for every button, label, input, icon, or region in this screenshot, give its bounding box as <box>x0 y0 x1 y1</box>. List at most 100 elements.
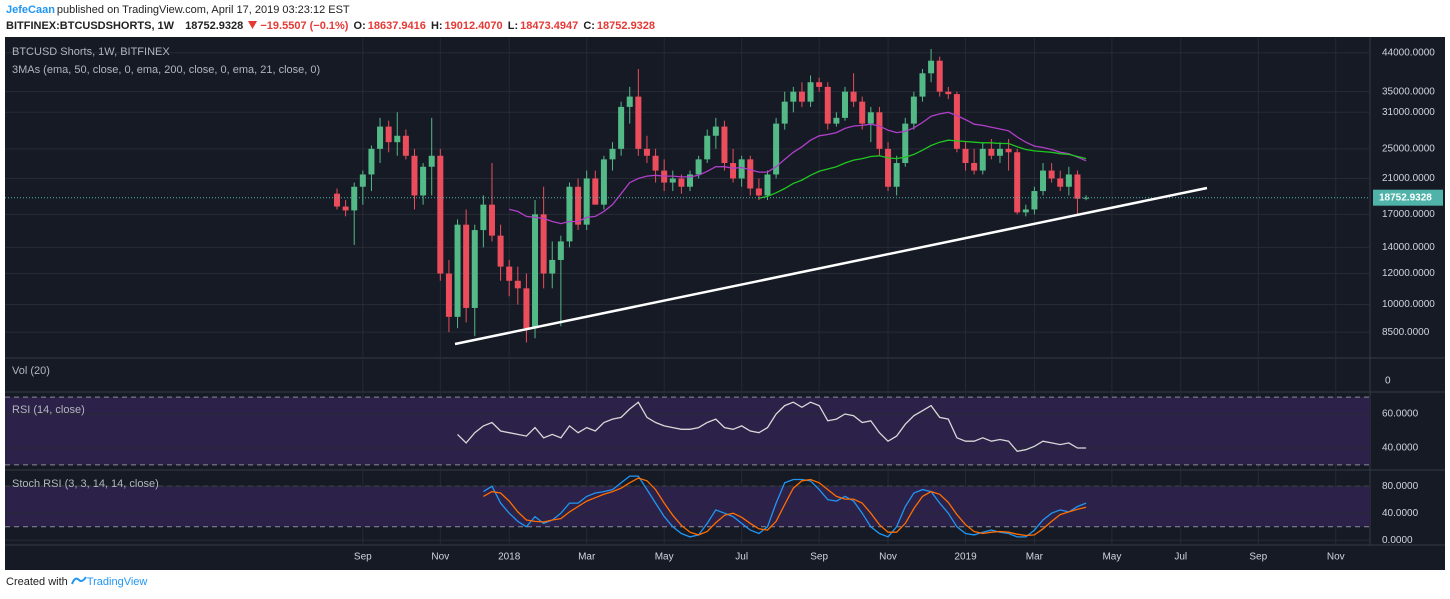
candle-body <box>643 148 650 156</box>
candle-body <box>377 126 384 149</box>
candle-body <box>618 106 625 149</box>
published: published on TradingView.com, April 17, … <box>56 4 350 16</box>
band-fill <box>5 397 1370 465</box>
low-value: 18473.4947 <box>520 20 579 32</box>
candle-body <box>919 73 926 97</box>
y-tick-label: 0 <box>1385 376 1391 387</box>
candle-body <box>532 214 539 329</box>
indicator-line <box>758 139 1087 199</box>
candle-body <box>342 206 349 211</box>
candle-body <box>945 91 952 95</box>
candle-body <box>488 204 495 236</box>
vol-title: Vol (20) <box>12 365 50 377</box>
candle-body <box>781 101 788 124</box>
candle-body <box>497 235 504 267</box>
candle-body <box>721 126 728 164</box>
candle-body <box>928 60 935 74</box>
y-tick-label: 25000.0000 <box>1382 143 1435 154</box>
candle-body <box>351 186 358 211</box>
y-tick-label: 80.0000 <box>1382 481 1419 492</box>
stoch-title: Stoch RSI (3, 3, 14, 14, close) <box>12 478 159 490</box>
header: JefeCaan published on TradingView.com, Ap… <box>6 2 657 34</box>
indicator-line <box>509 111 1087 225</box>
y-tick-label: 10000.0000 <box>1382 299 1435 310</box>
candle-body <box>695 159 702 175</box>
candle-body <box>953 94 960 149</box>
created-with: Created with <box>6 576 68 588</box>
candle-body <box>592 178 599 205</box>
x-tick-label: 2018 <box>498 552 521 563</box>
candle-body <box>402 135 409 156</box>
candle-body <box>1048 170 1055 179</box>
candle-body <box>910 96 917 124</box>
candle-body <box>850 91 857 102</box>
y-tick-label: 17000.0000 <box>1382 209 1435 220</box>
candle-body <box>902 123 909 164</box>
y-tick-label: 21000.0000 <box>1382 173 1435 184</box>
candle-body <box>704 135 711 160</box>
candle-body <box>833 117 840 124</box>
candle-body <box>540 214 547 274</box>
y-tick-label: 60.0000 <box>1382 409 1419 420</box>
low-label: L: <box>507 20 519 32</box>
candle-body <box>807 82 814 102</box>
indicator-line <box>483 477 1087 537</box>
x-tick-label: May <box>655 552 674 563</box>
candle-body <box>445 273 452 317</box>
candle-body <box>962 148 969 164</box>
y-tick-label: 8500.0000 <box>1382 327 1430 338</box>
x-tick-label: May <box>1102 552 1121 563</box>
candle-body <box>859 101 866 124</box>
author[interactable]: JefeCaan <box>6 4 55 16</box>
candle-body <box>790 91 797 102</box>
price-label: 18752.9328 <box>1379 192 1432 203</box>
candle-body <box>334 193 340 207</box>
candle-body <box>368 148 375 175</box>
candle-body <box>583 178 590 225</box>
candle-body <box>841 91 848 118</box>
candle-body <box>747 159 754 189</box>
indicator-line <box>483 475 1087 538</box>
ma-title: 3MAs (ema, 50, close, 0, ema, 200, close… <box>12 64 320 76</box>
candle-body <box>824 86 831 124</box>
price-label-box <box>1373 189 1443 206</box>
x-tick-label: Sep <box>810 552 828 563</box>
close-label: C: <box>583 20 595 32</box>
y-tick-label: 40.0000 <box>1382 508 1419 519</box>
candle-body <box>1074 174 1081 199</box>
y-tick-label: 14000.0000 <box>1382 242 1435 253</box>
x-tick-label: Nov <box>879 552 897 563</box>
x-tick-label: Jul <box>1174 552 1187 563</box>
candle-body <box>428 155 435 167</box>
candle-body <box>635 96 642 149</box>
indicator-line <box>457 401 1087 453</box>
candle-body <box>798 91 805 102</box>
y-tick-label: 40.0000 <box>1382 443 1419 454</box>
candle-body <box>454 224 461 317</box>
candle-body <box>764 174 771 196</box>
candle-body <box>971 163 978 171</box>
trend-line[interactable] <box>454 186 1208 346</box>
candle-body <box>712 126 719 136</box>
high-label: H: <box>430 20 443 32</box>
change: −19.5507 (−0.1%) <box>260 20 349 32</box>
x-tick-label: Mar <box>1026 552 1044 563</box>
last-price: 18752.9328 <box>185 20 244 32</box>
candle-body <box>411 155 418 196</box>
y-tick-label: 35000.0000 <box>1382 86 1435 97</box>
candle-body <box>678 178 685 187</box>
symbol: BITFINEX:BTCUSDSHORTS, 1W <box>6 20 175 32</box>
candle-body <box>471 230 478 308</box>
candle-body <box>626 96 633 107</box>
brand[interactable]: TradingView <box>86 576 148 588</box>
candle-body <box>773 123 780 175</box>
plot: Sep Nov 2018 Mar May Jul Sep Nov 2019 Mar May Jul Se… <box>5 38 1443 563</box>
candle-body <box>463 224 470 308</box>
candle-body <box>1083 197 1090 199</box>
open-value: 18637.9416 <box>367 20 426 32</box>
quote-line: BITFINEX:BTCUSDSHORTS, 1W 18752.9328 −19… <box>6 18 657 34</box>
x-tick-label: 2019 <box>954 552 977 563</box>
candle-body <box>669 178 676 183</box>
down-arrow <box>248 21 258 29</box>
